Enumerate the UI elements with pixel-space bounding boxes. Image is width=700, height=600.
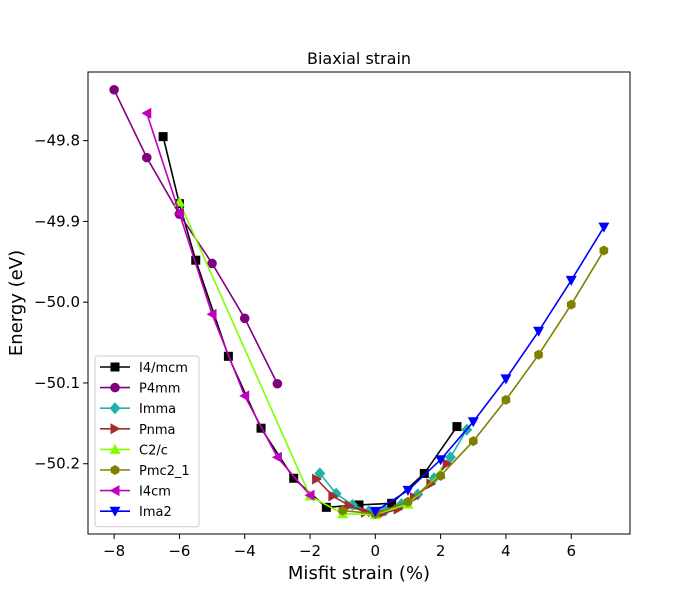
chart-title: Biaxial strain: [307, 49, 411, 68]
legend-marker: [109, 485, 120, 497]
data-point-i4cm: [173, 207, 184, 219]
legend-label: P4mm: [139, 382, 180, 397]
series-p4mm: [109, 84, 283, 389]
series-c2-c: [173, 196, 447, 520]
data-point-ima2: [369, 506, 381, 517]
legend-item-c2-c: C2/c: [100, 443, 168, 458]
y-tick-label: −50.2: [34, 455, 80, 473]
series-line-p4mm: [113, 89, 279, 385]
series-i4-mcm: [158, 132, 462, 512]
legend-item-pmc2-1: Pmc2_1: [100, 464, 190, 479]
series-ima2: [369, 222, 610, 517]
x-tick-label: 4: [501, 542, 511, 560]
data-point-i4cm: [304, 489, 315, 501]
x-tick-label: −2: [299, 542, 321, 560]
axis-ticks: −8 −6 −4 −2 0 2 4 6 −49.8 −49.9 −50.0 −50.1 −50.2: [34, 132, 576, 560]
series-pmc2-1: [338, 245, 609, 519]
data-point-pnma: [328, 490, 339, 502]
plot-frame: [87, 71, 631, 535]
series-line-i4-mcm: [162, 136, 458, 509]
series-line-i4cm: [146, 112, 311, 496]
data-point-i4-mcm: [452, 422, 462, 432]
series-i4cm: [141, 107, 315, 501]
data-point-i4-mcm: [191, 255, 201, 265]
y-axis-label: Energy (eV): [6, 250, 27, 356]
legend-label: Ima2: [139, 505, 172, 520]
data-point-p4mm: [109, 84, 119, 95]
data-point-pmc2-1: [566, 299, 576, 310]
legend-marker: [110, 382, 120, 393]
data-point-i4cm: [271, 451, 282, 463]
y-tick-label: −49.9: [34, 212, 80, 230]
data-point-pnma: [312, 473, 323, 485]
data-point-p4mm: [207, 258, 217, 269]
legend-item-pnma: Pnma: [100, 423, 175, 438]
data-point-pmc2-1: [338, 505, 348, 516]
legend-label: C2/c: [139, 443, 168, 458]
x-tick-label: −8: [103, 542, 125, 560]
data-point-pmc2-1: [534, 349, 543, 360]
legend-label: Pmc2_1: [139, 464, 190, 479]
data-point-ima2: [533, 326, 545, 337]
legend-marker: [110, 465, 120, 475]
data-point-i4cm: [239, 390, 250, 402]
legend: I4/mcm P4mm Imma Pnma C2/c Pmc2_1 I4cm Ima2: [94, 355, 200, 528]
data-point-pmc2-1: [599, 245, 609, 256]
data-point-i4-mcm: [419, 468, 429, 478]
data-point-ima2: [598, 222, 610, 233]
data-point-pnma: [377, 508, 388, 520]
series-line-c2-c: [178, 201, 442, 516]
data-point-pmc2-1: [436, 470, 445, 481]
x-tick-label: 6: [566, 542, 576, 560]
x-tick-label: 2: [436, 542, 446, 560]
x-tick-label: −6: [168, 542, 190, 560]
x-tick-label: 0: [371, 542, 381, 560]
data-point-pnma: [442, 458, 453, 470]
data-point-i4-mcm: [354, 500, 364, 510]
x-tick-label: −4: [234, 542, 256, 560]
data-point-i4-mcm: [387, 498, 397, 508]
data-point-pmc2-1: [403, 496, 413, 507]
data-point-i4-mcm: [158, 132, 168, 142]
legend-label: Pnma: [139, 423, 175, 438]
data-point-i4-mcm: [289, 473, 299, 483]
legend-label: I4cm: [139, 485, 171, 500]
legend-marker: [110, 362, 120, 372]
legend-item-i4-mcm: I4/mcm: [100, 361, 188, 376]
series-line-ima2: [374, 226, 605, 513]
x-axis-label: Misfit strain (%): [288, 563, 430, 584]
data-point-p4mm: [272, 378, 283, 389]
legend-item-i4cm: I4cm: [100, 485, 171, 500]
legend-marker: [109, 443, 121, 454]
legend-item-imma: Imma: [100, 402, 176, 417]
data-point-i4cm: [141, 107, 152, 119]
data-point-p4mm: [239, 313, 250, 324]
data-point-ima2: [435, 455, 447, 466]
data-point-ima2: [500, 374, 512, 385]
legend-item-p4mm: P4mm: [100, 382, 180, 397]
data-point-pmc2-1: [501, 394, 511, 405]
legend-marker: [109, 402, 121, 415]
y-tick-label: −50.0: [34, 293, 80, 311]
data-point-pmc2-1: [468, 436, 478, 447]
legend-label: I4/mcm: [139, 361, 188, 376]
data-point-imma: [444, 451, 456, 464]
data-point-i4-mcm: [321, 502, 331, 512]
data-point-pnma: [344, 500, 355, 512]
data-point-ima2: [565, 275, 577, 286]
legend-label: Imma: [139, 402, 176, 417]
y-tick-label: −50.1: [34, 374, 80, 392]
plot-area: [109, 84, 610, 520]
legend-item-ima2: Ima2: [100, 505, 172, 520]
data-point-p4mm: [141, 152, 152, 163]
legend-box: [94, 355, 200, 528]
data-point-i4cm: [206, 308, 217, 320]
data-point-ima2: [467, 417, 479, 428]
legend-marker: [109, 506, 121, 517]
data-point-ima2: [402, 485, 414, 496]
legend-marker: [110, 423, 121, 435]
y-tick-label: −49.8: [34, 132, 80, 150]
